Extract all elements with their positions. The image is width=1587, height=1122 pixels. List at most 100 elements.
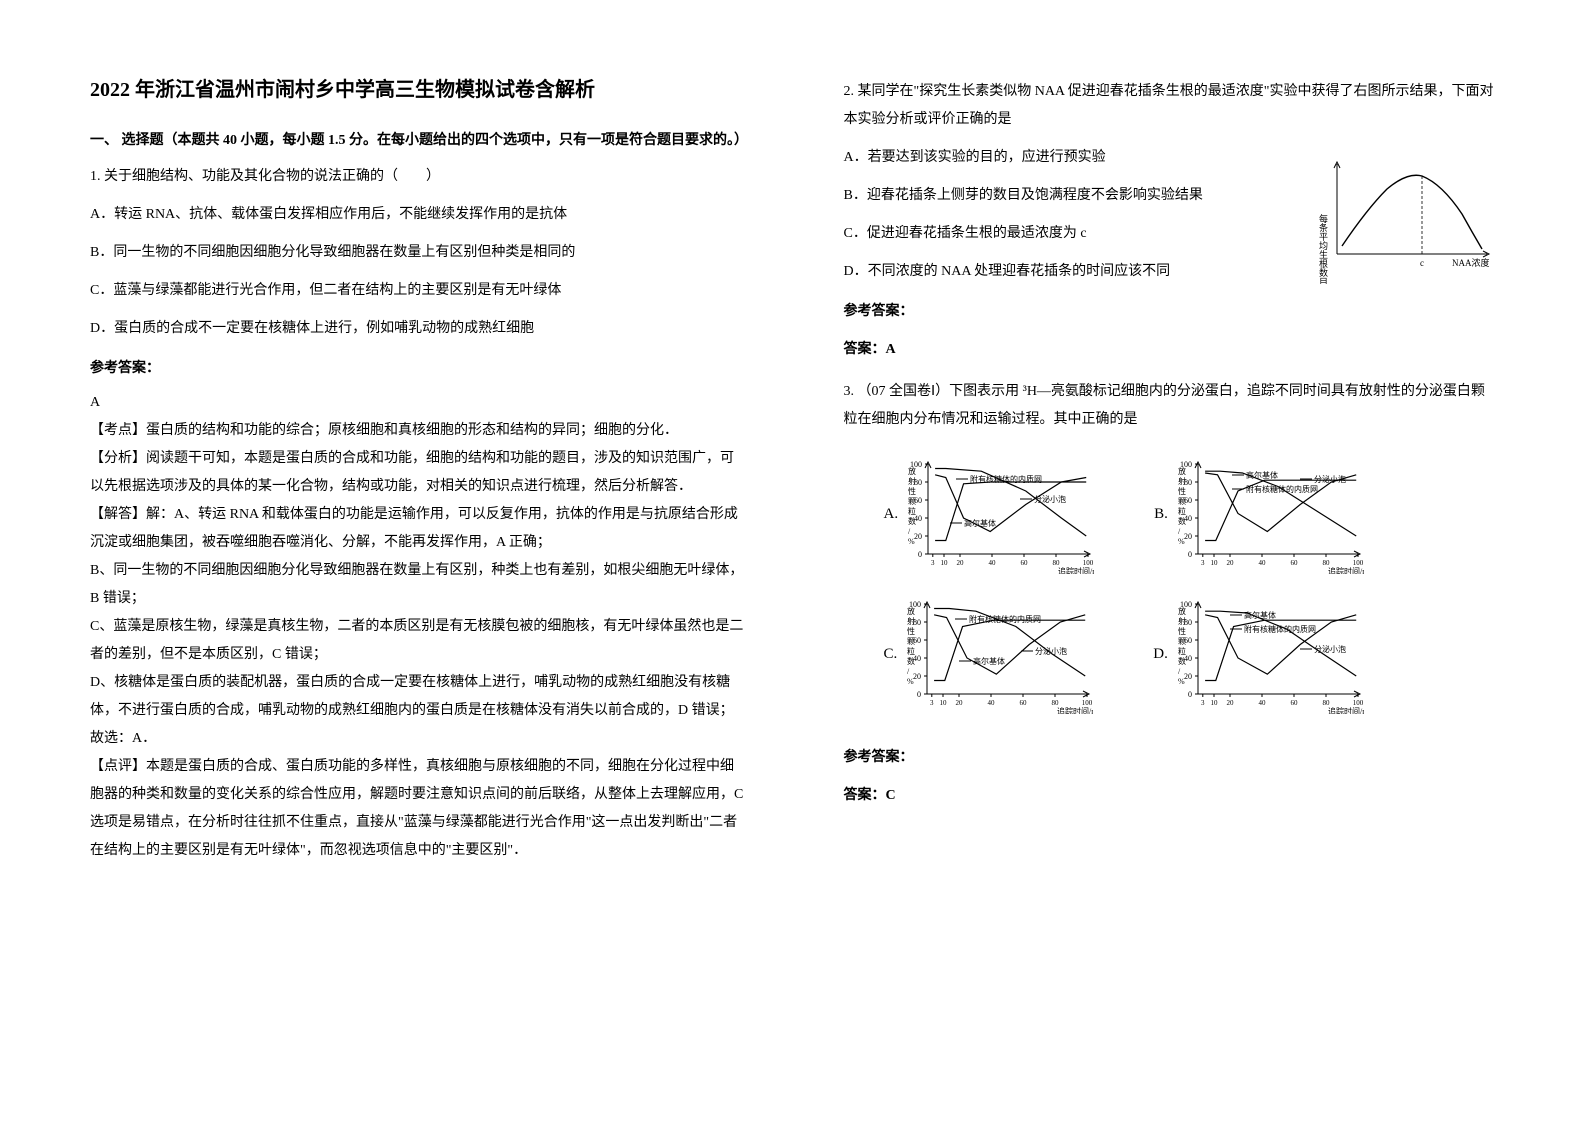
svg-text:分泌小泡: 分泌小泡 [1314, 644, 1346, 654]
q1-opt-b: B．同一生物的不同细胞因细胞分化导致细胞器在数量上有区别但种类是相同的 [90, 239, 744, 267]
q1-opt-a: A．转运 RNA、抗体、载体蛋白发挥相应作用后，不能继续发挥作用的是抗体 [90, 201, 744, 229]
svg-text:附有核糖体的内质网: 附有核糖体的内质网 [970, 474, 1042, 484]
q1-expl-8: 【点评】本题是蛋白质的合成、蛋白质功能的多样性，真核细胞与原核细胞的不同，细胞在… [90, 753, 744, 865]
svg-text:80: 80 [1053, 559, 1061, 567]
q1-expl-7: 故选：A． [90, 725, 744, 753]
q1-answer-head: 参考答案： [90, 355, 744, 383]
q1-expl-4: B、同一生物的不同细胞因细胞分化导致细胞器在数量上有区别，种类上也有差别，如根尖… [90, 557, 744, 613]
q3-label-c: C. [884, 639, 898, 669]
left-column: 2022 年浙江省温州市闹村乡中学高三生物模拟试卷含解析 一、 选择题（本题共 … [0, 0, 794, 1122]
svg-text:追踪时间/min: 追踪时间/min [1057, 706, 1093, 714]
svg-text:3: 3 [1201, 559, 1205, 567]
svg-text:追踪时间/min: 追踪时间/min [1058, 566, 1094, 574]
svg-text:附有核糖体的内质网: 附有核糖体的内质网 [1246, 484, 1318, 494]
svg-text:40: 40 [988, 699, 996, 707]
svg-text:/: / [908, 527, 911, 536]
svg-text:射: 射 [908, 476, 916, 486]
svg-text:20: 20 [1226, 559, 1234, 567]
svg-text:分泌小泡: 分泌小泡 [1035, 646, 1067, 656]
q3-label-d: D. [1153, 639, 1168, 669]
svg-text:射: 射 [1178, 476, 1186, 486]
svg-text:粒: 粒 [1178, 646, 1186, 656]
q2-stem: 2. 某同学在"探究生长素类似物 NAA 促进迎春花插条生根的最适浓度"实验中获… [844, 78, 1498, 134]
svg-text:%: % [1178, 537, 1185, 546]
svg-text:100: 100 [1353, 699, 1364, 707]
q1-expl-5: C、蓝藻是原核生物，绿藻是真核生物，二者的本质区别是有无核膜包被的细胞核，有无叶… [90, 613, 744, 669]
q2-block: 2. 某同学在"探究生长素类似物 NAA 促进迎春花插条生根的最适浓度"实验中获… [844, 78, 1498, 286]
svg-text:高尔基体: 高尔基体 [1244, 610, 1276, 620]
q3-chart-a: 02040608010031020406080100放射性颗粒数/%追踪时间/m… [904, 454, 1094, 574]
svg-text:10: 10 [940, 699, 948, 707]
svg-text:3: 3 [1201, 699, 1205, 707]
q2-answer: 答案：A [844, 336, 1498, 364]
svg-text:颗: 颗 [907, 637, 915, 646]
svg-text:10: 10 [1210, 559, 1218, 567]
svg-text:60: 60 [1020, 699, 1028, 707]
q2-opt-b: B．迎春花插条上侧芽的数目及饱满程度不会影响实验结果 [844, 182, 1264, 210]
svg-text:射: 射 [1178, 616, 1186, 626]
q1-opt-c: C．蓝藻与绿藻都能进行光合作用，但二者在结构上的主要区别是有无叶绿体 [90, 277, 744, 305]
svg-text:10: 10 [941, 559, 949, 567]
q3-answer: 答案：C [844, 782, 1498, 810]
q3-answer-head: 参考答案： [844, 744, 1498, 772]
svg-text:性: 性 [1178, 486, 1186, 496]
q1-expl-1: 【考点】蛋白质的结构和功能的综合；原核细胞和真核细胞的形态和结构的异同；细胞的分… [90, 417, 744, 445]
svg-text:数: 数 [1178, 656, 1186, 666]
svg-text:/: / [1178, 667, 1181, 676]
svg-text:3: 3 [930, 699, 934, 707]
svg-text:3: 3 [931, 559, 935, 567]
svg-text:追踪时间/min: 追踪时间/min [1328, 706, 1364, 714]
svg-text:20: 20 [913, 672, 921, 681]
svg-text:放: 放 [908, 466, 916, 476]
q1-expl-6: D、核糖体是蛋白质的装配机器，蛋白质的合成一定要在核糖体上进行，哺乳动物的成熟红… [90, 669, 744, 725]
svg-text:性: 性 [908, 486, 916, 496]
q1-expl-2: 【分析】阅读题干可知，本题是蛋白质的合成和功能，细胞的结构和功能的题目，涉及的知… [90, 445, 744, 501]
svg-text:分泌小泡: 分泌小泡 [1034, 494, 1066, 504]
svg-text:%: % [1178, 677, 1185, 686]
q3-label-a: A. [884, 499, 899, 529]
svg-text:80: 80 [1052, 699, 1060, 707]
q1-expl-3: 【解答】解：A、转运 RNA 和载体蛋白的功能是运输作用，可以反复作用，抗体的作… [90, 501, 744, 557]
svg-text:20: 20 [914, 532, 922, 541]
q2-xlabel: NAA浓度 [1452, 257, 1490, 268]
svg-text:80: 80 [1322, 559, 1330, 567]
svg-text:追踪时间/min: 追踪时间/min [1328, 566, 1364, 574]
svg-text:0: 0 [1188, 550, 1192, 559]
q3-charts: A. 02040608010031020406080100放射性颗粒数/%追踪时… [884, 454, 1498, 714]
q3-chart-d: 02040608010031020406080100放射性颗粒数/%追踪时间/m… [1174, 594, 1364, 714]
svg-text:性: 性 [907, 626, 915, 636]
svg-text:分泌小泡: 分泌小泡 [1314, 474, 1346, 484]
svg-text:20: 20 [1184, 672, 1192, 681]
svg-text:80: 80 [1322, 699, 1330, 707]
q2-ylabel: 每条平均生根数目 [1318, 213, 1328, 284]
svg-text:60: 60 [1290, 699, 1298, 707]
svg-text:高尔基体: 高尔基体 [973, 656, 1005, 666]
svg-text:附有核糖体的内质网: 附有核糖体的内质网 [1244, 624, 1316, 634]
svg-text:40: 40 [1258, 559, 1266, 567]
svg-text:0: 0 [1188, 690, 1192, 699]
q2-opt-c: C．促进迎春花插条生根的最适浓度为 c [844, 220, 1264, 248]
svg-text:40: 40 [1258, 699, 1266, 707]
q3-label-b: B. [1154, 499, 1168, 529]
svg-text:数: 数 [908, 516, 916, 526]
q1-opt-d: D．蛋白质的合成不一定要在核糖体上进行，例如哺乳动物的成熟红细胞 [90, 315, 744, 343]
svg-text:数: 数 [1178, 516, 1186, 526]
page-title: 2022 年浙江省温州市闹村乡中学高三生物模拟试卷含解析 [90, 70, 744, 110]
svg-text:%: % [908, 537, 915, 546]
svg-text:0: 0 [918, 550, 922, 559]
svg-text:20: 20 [956, 699, 964, 707]
svg-text:高尔基体: 高尔基体 [964, 518, 996, 528]
svg-text:100: 100 [1353, 559, 1364, 567]
q2-opt-a: A．若要达到该实验的目的，应进行预实验 [844, 144, 1264, 172]
q3-chart-c: 02040608010031020406080100放射性颗粒数/%追踪时间/m… [903, 594, 1093, 714]
svg-text:射: 射 [907, 616, 915, 626]
section-1-head: 一、 选择题（本题共 40 小题，每小题 1.5 分。在每小题给出的四个选项中，… [90, 128, 744, 153]
svg-text:颗: 颗 [908, 497, 916, 506]
q3-chart-b: 02040608010031020406080100放射性颗粒数/%追踪时间/m… [1174, 454, 1364, 574]
svg-text:放: 放 [1178, 466, 1186, 476]
q2-figure: c 每条平均生根数目 NAA浓度 [1317, 154, 1497, 284]
svg-text:40: 40 [989, 559, 997, 567]
svg-text:/: / [907, 667, 910, 676]
q2-tick-c: c [1420, 258, 1424, 268]
svg-text:粒: 粒 [1178, 506, 1186, 516]
